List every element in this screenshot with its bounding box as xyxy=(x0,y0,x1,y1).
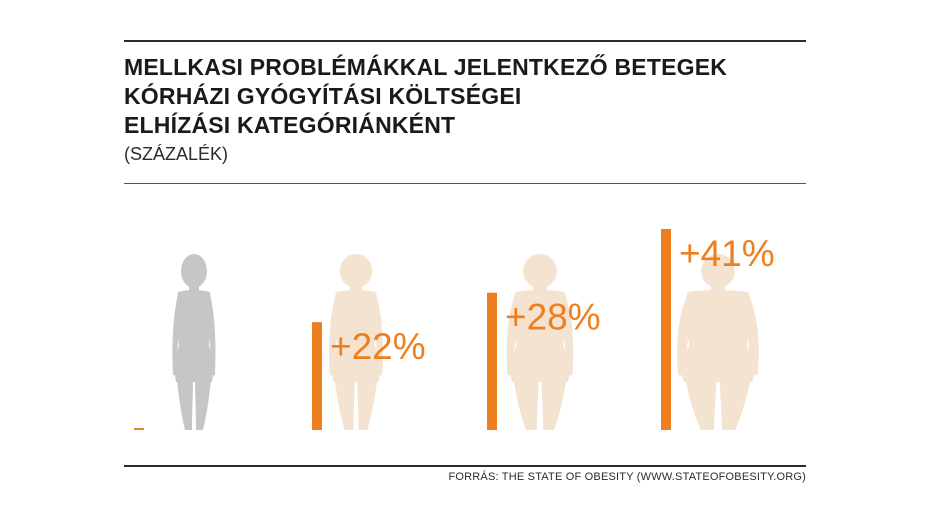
bar-2 xyxy=(312,322,322,430)
person-severely-obese-icon xyxy=(677,254,759,430)
chart-title: MELLKASI PROBLÉMÁKKAL JELENTKEZŐ BETEGEK… xyxy=(124,53,727,140)
person-obese-icon xyxy=(506,254,574,430)
title-line-2: KÓRHÁZI GYÓGYÍTÁSI KÖLTSÉGEI xyxy=(124,83,522,109)
bar-baseline-marker xyxy=(134,428,144,430)
bar-3 xyxy=(487,292,497,430)
top-rule xyxy=(124,40,806,42)
chart-subtitle: (SZÁZALÉK) xyxy=(124,144,229,164)
source-note: FORRÁS: THE STATE OF OBESITY (WWW.STATEO… xyxy=(448,471,806,483)
bar-4 xyxy=(661,229,671,430)
bottom-rule xyxy=(124,465,806,467)
value-label-4: +41% xyxy=(679,233,775,274)
title-line-3: ELHÍZÁSI KATEGÓRIÁNKÉNT xyxy=(124,112,456,138)
title-divider xyxy=(124,183,806,184)
title-line-1: MELLKASI PROBLÉMÁKKAL JELENTKEZŐ BETEGEK xyxy=(124,54,728,80)
value-label-2: +22% xyxy=(330,326,426,367)
person-overweight-icon xyxy=(329,254,383,430)
person-normal-weight-icon xyxy=(172,254,216,430)
value-label-3: +28% xyxy=(505,297,601,338)
